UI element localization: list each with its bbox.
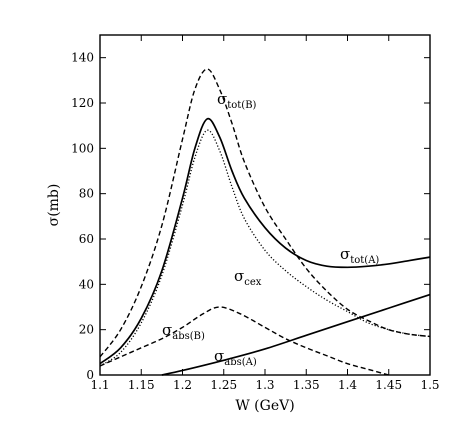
y-tick-label: 40	[79, 277, 94, 291]
y-tick-label: 120	[71, 96, 94, 110]
y-tick-label: 60	[79, 232, 94, 246]
series-line-0	[99, 117, 431, 365]
plot-frame	[99, 34, 431, 376]
x-tick-label: 1.4	[338, 378, 357, 392]
y-tick-label: 80	[79, 187, 94, 201]
axis-ticks: 1.1 1.15 1.2 1.25 1.3 1.35 1.4 1.45 1.5 0 20 40 60 80…	[71, 35, 440, 392]
series-line-1	[99, 68, 431, 358]
label-sigma-cex: σcex	[234, 267, 262, 288]
x-tick-label: 1.1	[90, 378, 109, 392]
label-sigma-abs-b: σabs(B)	[162, 321, 205, 342]
label-sigma-tot-a: σtot(A)	[340, 245, 379, 266]
x-axis-title: W (GeV)	[235, 398, 294, 414]
series-line-2	[99, 129, 431, 367]
series-line-4	[161, 293, 431, 376]
x-tick-label: 1.35	[293, 378, 320, 392]
label-sigma-abs-a: σabs(A)	[214, 347, 257, 368]
x-tick-label: 1.15	[128, 378, 155, 392]
label-sigma-tot-b: σtot(B)	[217, 90, 257, 111]
x-tick-label: 1.3	[255, 378, 274, 392]
x-tick-label: 1.5	[420, 378, 439, 392]
y-tick-label: 0	[86, 368, 94, 382]
x-tick-label: 1.2	[173, 378, 192, 392]
x-tick-label: 1.25	[210, 378, 237, 392]
y-tick-label: 100	[71, 141, 94, 155]
series-line-3	[99, 306, 389, 376]
x-tick-label: 1.45	[375, 378, 402, 392]
series-lines	[99, 68, 431, 376]
y-tick-label: 20	[79, 323, 94, 337]
y-axis-title: σ(mb)	[46, 184, 62, 227]
y-tick-label: 140	[71, 51, 94, 65]
